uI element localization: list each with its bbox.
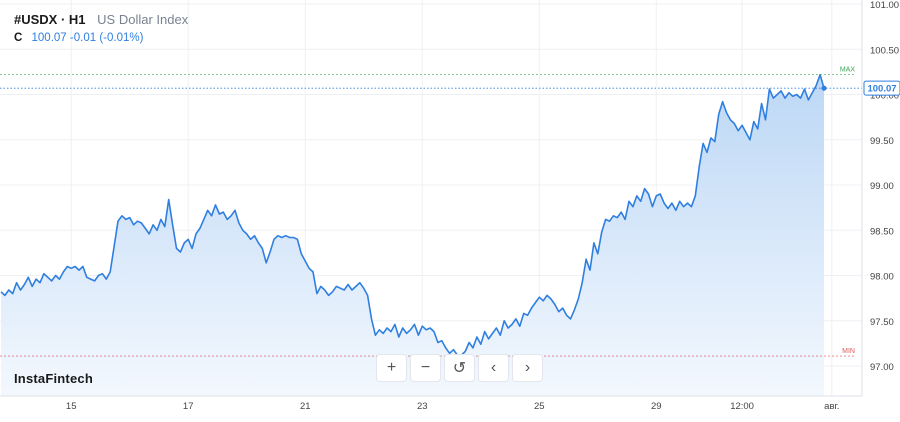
y-tick-label: 100.00 [870, 91, 899, 102]
close-value: 100.07 [31, 32, 67, 44]
reset-icon: ↺ [452, 360, 467, 377]
min-label: MIN [842, 348, 855, 355]
x-tick-label: авг. [824, 401, 839, 412]
series-line [0, 73, 825, 356]
zoom-out-button[interactable]: − [410, 354, 441, 382]
x-tick-label: 12:00 [730, 401, 754, 412]
chevron-left-icon: ‹ [490, 359, 497, 376]
minus-icon: − [420, 359, 431, 376]
scroll-right-button[interactable]: › [512, 354, 543, 382]
y-tick-label: 97.50 [870, 317, 894, 328]
max-label: MAX [840, 67, 856, 74]
y-tick-label: 101.00 [870, 0, 899, 11]
scroll-left-button[interactable]: ‹ [478, 354, 509, 382]
y-tick-label: 99.00 [870, 181, 894, 192]
change-value: -0.01 (-0.01%) [69, 32, 144, 44]
last-point [821, 85, 827, 91]
area-fill [1, 74, 824, 396]
x-tick-label: 15 [66, 401, 77, 412]
zoom-in-button[interactable]: + [376, 354, 407, 382]
symbol-label: #USDX · H1 [14, 12, 86, 27]
y-tick-label: 97.00 [870, 362, 894, 373]
y-tick-label: 98.50 [870, 226, 894, 237]
last-price-label: 100.07 [867, 84, 896, 95]
y-tick-label: 100.50 [870, 45, 899, 56]
reset-button[interactable]: ↺ [444, 354, 475, 382]
x-tick-label: 21 [300, 401, 311, 412]
x-tick-label: 25 [534, 401, 545, 412]
brand-logo: InstaFintech [14, 371, 93, 386]
x-tick-label: 23 [417, 401, 428, 412]
chart-toolbar: + − ↺ ‹ › [376, 354, 543, 382]
quote-line: C 100.07 -0.01 (-0.01%) [14, 32, 143, 44]
close-prefix: C [14, 32, 23, 44]
y-tick-label: 98.00 [870, 272, 894, 283]
last-price-tag [863, 80, 900, 96]
x-tick-label: 17 [183, 401, 194, 412]
chart-header: #USDX · H1 US Dollar Index [14, 12, 188, 27]
plus-icon: + [386, 359, 397, 376]
instrument-name: US Dollar Index [97, 12, 189, 27]
chevron-right-icon: › [524, 359, 531, 376]
x-tick-label: 29 [651, 401, 662, 412]
y-tick-label: 99.50 [870, 136, 894, 147]
